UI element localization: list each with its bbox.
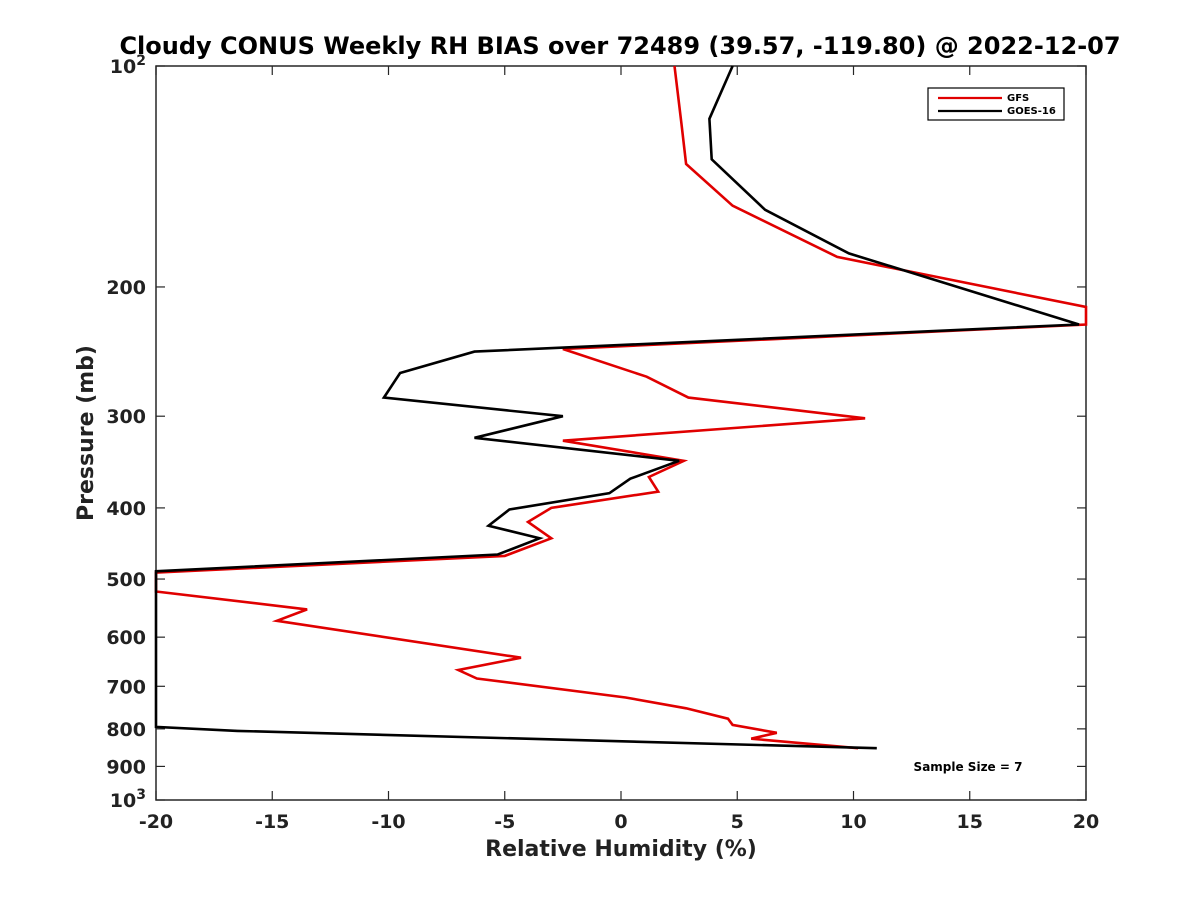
y-tick-label: 600 [106, 627, 146, 649]
y-tick-label: 800 [106, 719, 146, 741]
legend-label-gfs: GFS [1007, 93, 1029, 104]
y-tick-label: 102 [110, 53, 146, 78]
x-tick-label: 15 [957, 811, 983, 833]
y-tick-label: 400 [106, 498, 146, 520]
series-line-goes-16 [154, 65, 1080, 750]
series-layer [154, 65, 1088, 750]
y-tick-label-base: 10 [110, 56, 136, 78]
x-tick-label: 5 [731, 811, 744, 833]
y-tick-label-exponent: 2 [136, 53, 146, 69]
y-tick-label: 700 [106, 676, 146, 698]
x-axis-label: Relative Humidity (%) [485, 837, 757, 862]
x-axis-ticks: -20 -15 -10 -5 0 5 10 15 20 [139, 66, 1099, 833]
y-tick-label-exponent: 3 [136, 787, 146, 803]
legend-label-goes-16: GOES-16 [1007, 106, 1056, 117]
legend: GFS GOES-16 [927, 87, 1065, 121]
y-tick-label-base: 10 [110, 790, 136, 812]
chart-title: Cloudy CONUS Weekly RH BIAS over 72489 (… [119, 32, 1120, 60]
x-tick-label: 0 [614, 811, 627, 833]
y-tick-label: 900 [106, 756, 146, 778]
x-tick-label: -20 [139, 811, 173, 833]
y-tick-label: 103 [110, 787, 146, 812]
series-line-gfs [154, 65, 1088, 750]
x-tick-label: 10 [840, 811, 866, 833]
legend-box [927, 87, 1065, 121]
x-tick-label: -10 [371, 811, 405, 833]
x-tick-label: -15 [255, 811, 289, 833]
plot-area-frame [155, 65, 1087, 801]
y-tick-label: 200 [106, 277, 146, 299]
x-tick-label: -5 [494, 811, 515, 833]
y-axis-label: Pressure (mb) [74, 345, 99, 521]
y-tick-label: 500 [106, 569, 146, 591]
sample-size-annotation: Sample Size = 7 [914, 760, 1023, 774]
x-tick-label: 20 [1073, 811, 1099, 833]
y-tick-label: 300 [106, 406, 146, 428]
